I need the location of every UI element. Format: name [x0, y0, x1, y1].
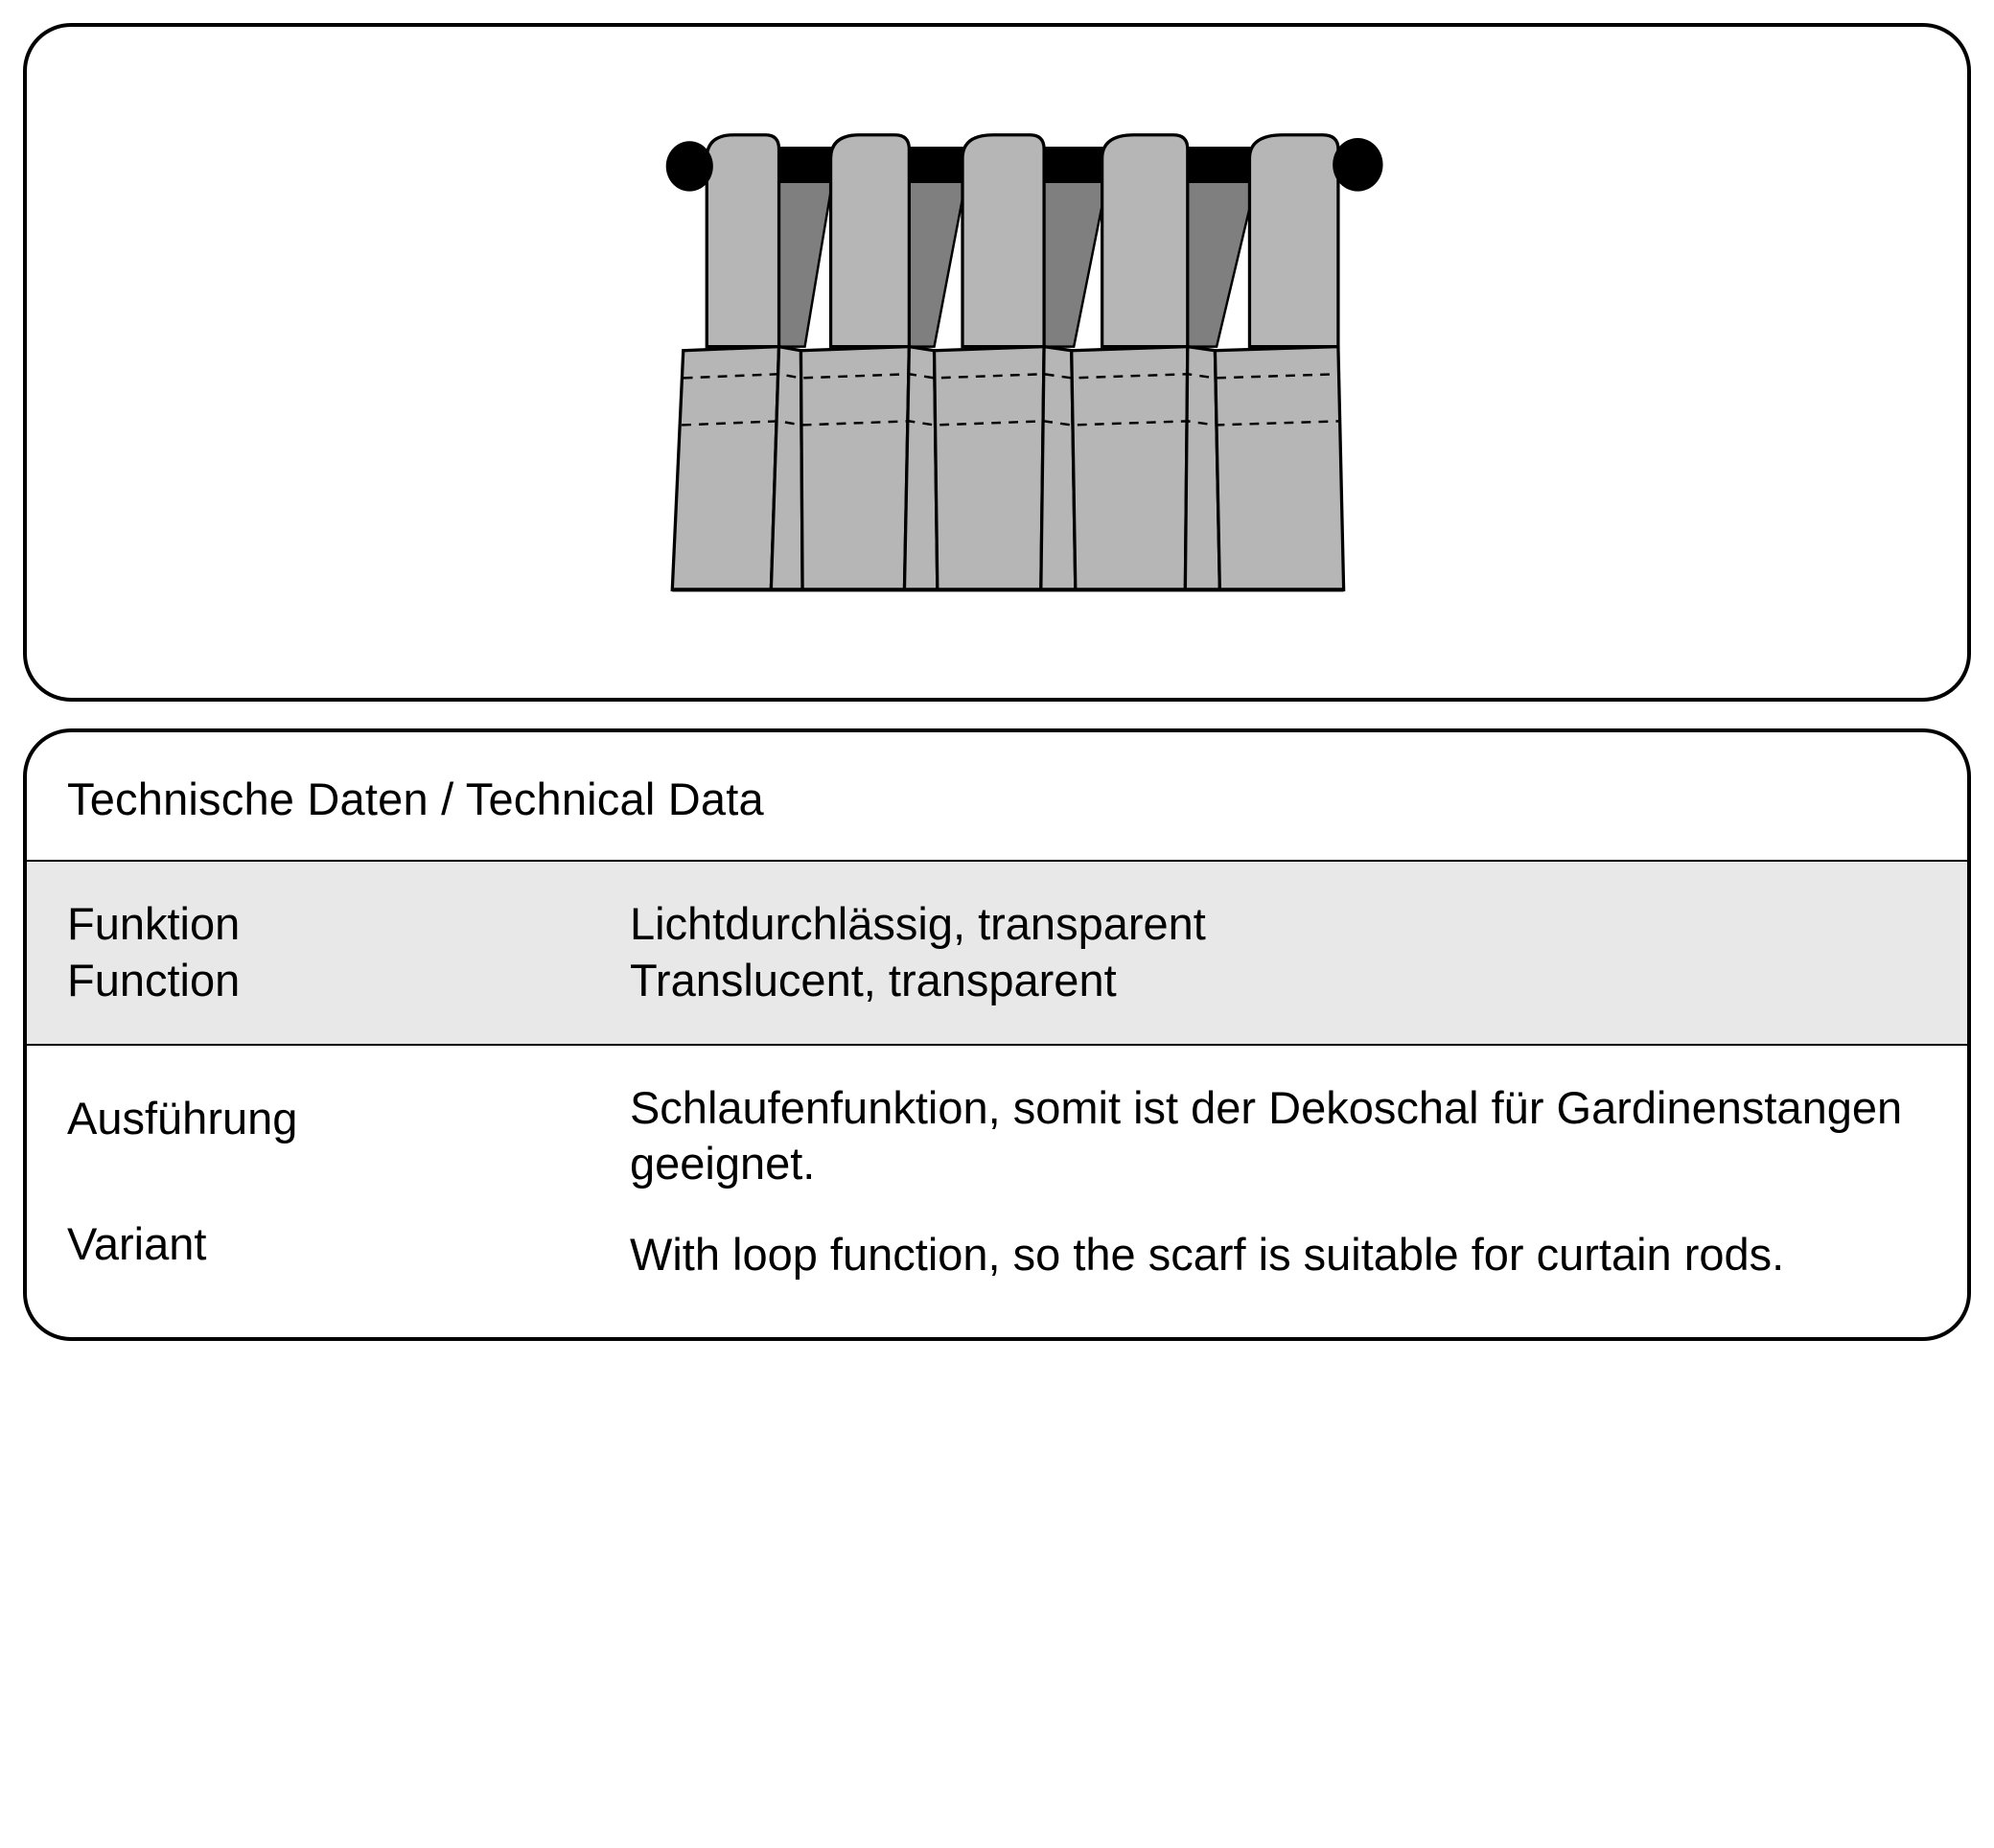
- technical-data-header: Technische Daten / Technical Data: [27, 732, 1967, 860]
- curtain-body: [672, 347, 1343, 590]
- row-value-en: Translucent, transparent: [630, 953, 1948, 1009]
- row-label-cell: Funktion Function: [27, 861, 590, 1045]
- row-value-cell: Schlaufenfunktion, somit ist der Dekosch…: [590, 1045, 1967, 1318]
- curtain-svg: [566, 104, 1428, 621]
- row-value-en: With loop function, so the scarf is suit…: [630, 1227, 1948, 1283]
- curtain-illustration: [27, 27, 1967, 698]
- row-label-en: Function: [67, 953, 570, 1009]
- row-value-de: Lichtdurchlässig, transparent: [630, 896, 1948, 953]
- table-row: Funktion Function Lichtdurchlässig, tran…: [27, 861, 1967, 1045]
- technical-data-panel: Technische Daten / Technical Data Funkti…: [23, 728, 1971, 1341]
- row-value-de: Schlaufenfunktion, somit ist der Dekosch…: [630, 1080, 1948, 1193]
- illustration-panel: [23, 23, 1971, 702]
- row-label-cell: Ausführung Variant: [27, 1045, 590, 1318]
- table-row: Ausführung Variant Schlaufenfunktion, so…: [27, 1045, 1967, 1318]
- row-label-de: Funktion: [67, 896, 570, 953]
- row-label-en: Variant: [67, 1216, 570, 1273]
- technical-data-table: Funktion Function Lichtdurchlässig, tran…: [27, 860, 1967, 1318]
- row-label-de: Ausführung: [67, 1091, 570, 1147]
- row-value-cell: Lichtdurchlässig, transparent Translucen…: [590, 861, 1967, 1045]
